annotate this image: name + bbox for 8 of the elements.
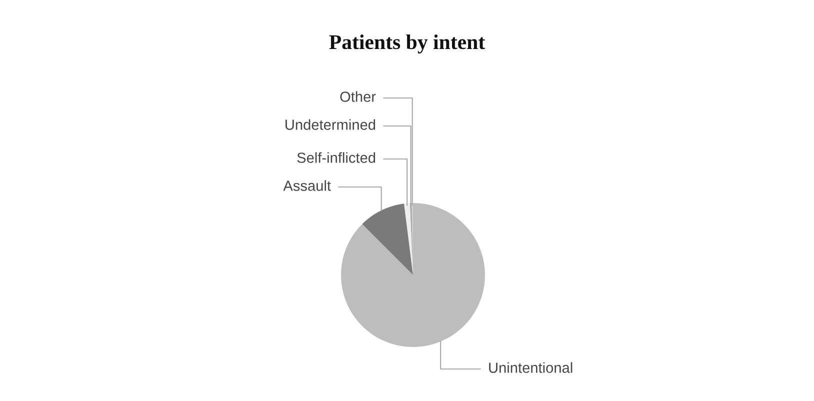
pie-slice <box>362 204 413 275</box>
slice-label: Other <box>340 91 376 102</box>
slice-label: Unintentional <box>489 362 572 373</box>
slice-label: Assault <box>283 180 331 191</box>
chart-title: Patients by intent <box>329 34 486 54</box>
pie-slice <box>341 203 485 347</box>
slice-label: Undetermined <box>286 119 376 130</box>
slice-label: Self-inflicted <box>297 152 376 163</box>
